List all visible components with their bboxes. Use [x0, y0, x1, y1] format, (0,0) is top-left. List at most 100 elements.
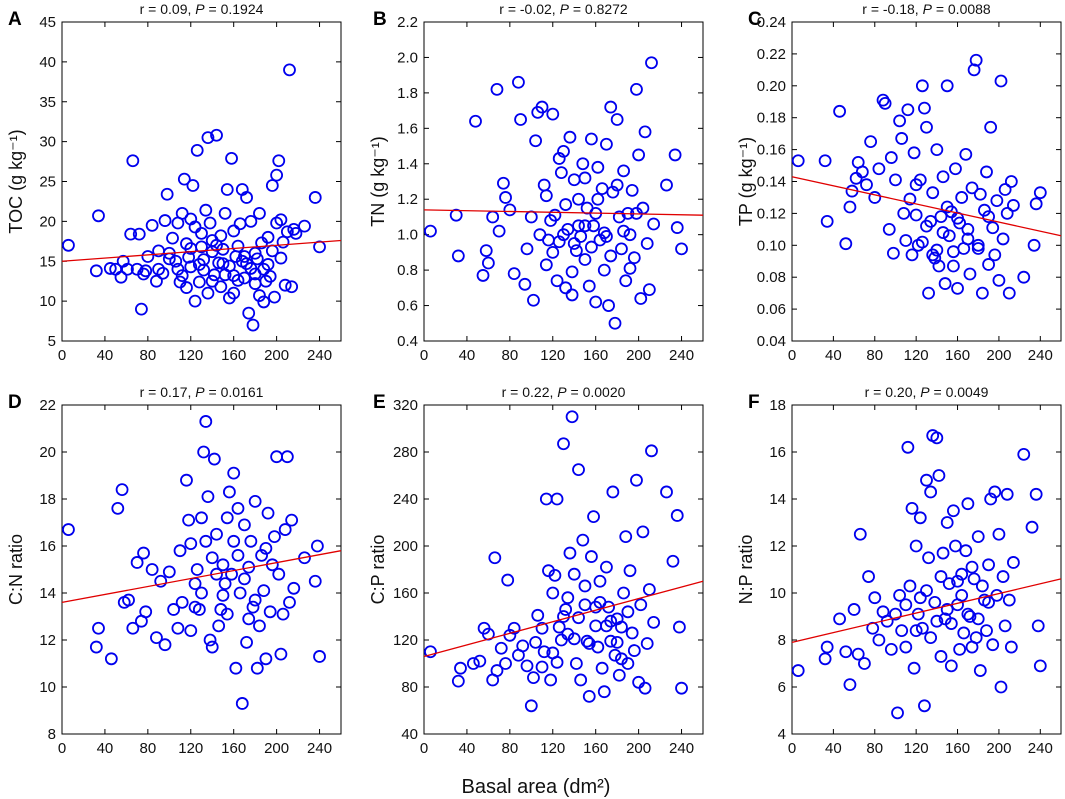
- data-point: [283, 596, 296, 609]
- data-point: [476, 269, 490, 282]
- data-point: [1007, 556, 1020, 569]
- data-point: [951, 574, 964, 588]
- data-point: [936, 226, 950, 239]
- data-point: [246, 318, 260, 332]
- data-point: [240, 191, 253, 204]
- data-point: [1029, 487, 1043, 501]
- data-point: [1002, 593, 1016, 607]
- data-point: [313, 240, 326, 254]
- x-tick-label: 120: [904, 347, 929, 364]
- data-point: [160, 187, 174, 201]
- data-point: [1027, 238, 1041, 252]
- data-point: [203, 633, 217, 647]
- data-point: [940, 200, 954, 214]
- data-point: [884, 151, 898, 164]
- panel-letter: F: [748, 392, 760, 413]
- data-point: [670, 221, 684, 234]
- data-point: [963, 610, 977, 623]
- data-point: [285, 513, 299, 527]
- data-point: [238, 518, 251, 532]
- data-point: [965, 181, 979, 195]
- data-point: [216, 257, 230, 271]
- data-point: [938, 277, 952, 290]
- data-point: [632, 148, 646, 162]
- data-point: [227, 269, 241, 283]
- data-point: [524, 699, 538, 713]
- data-point: [602, 299, 615, 312]
- data-point: [967, 572, 981, 586]
- data-point: [955, 191, 969, 204]
- data-point: [907, 661, 921, 675]
- y-axis-title: TN (g kg⁻¹): [368, 136, 388, 227]
- data-point: [627, 644, 641, 657]
- data-point: [130, 556, 144, 569]
- data-point: [259, 652, 273, 666]
- data-point: [959, 147, 973, 161]
- data-point: [559, 198, 573, 211]
- data-point: [642, 583, 656, 596]
- plot-frame: [423, 21, 704, 342]
- data-point: [205, 551, 219, 565]
- data-point: [924, 485, 938, 499]
- data-point: [638, 681, 652, 695]
- data-point: [936, 170, 950, 184]
- data-point: [268, 290, 281, 304]
- data-point: [201, 490, 215, 504]
- data-point: [154, 574, 168, 588]
- data-point: [608, 316, 622, 330]
- data-point: [248, 494, 262, 508]
- x-tick-label: 160: [221, 740, 246, 757]
- data-point: [930, 143, 944, 157]
- y-axis-title: C:N ratio: [6, 534, 26, 605]
- x-tick-label: 160: [221, 347, 246, 364]
- data-point: [668, 148, 682, 162]
- y-tick-label: 0.06: [757, 301, 786, 318]
- y-tick-label: 45: [39, 14, 56, 31]
- data-point: [1029, 197, 1043, 211]
- data-point: [238, 572, 251, 586]
- data-point: [557, 437, 570, 451]
- data-point: [984, 120, 998, 134]
- data-point: [253, 289, 266, 302]
- data-point: [158, 638, 172, 652]
- correlation-label: r = -0.02, P = 0.8272: [499, 1, 628, 17]
- data-point: [934, 570, 948, 583]
- data-point: [190, 563, 204, 576]
- data-point: [550, 655, 564, 669]
- data-point: [503, 203, 517, 217]
- data-point: [1025, 520, 1039, 534]
- x-tick-label: 40: [97, 347, 114, 364]
- data-point: [660, 178, 673, 192]
- data-point: [994, 680, 1008, 694]
- y-axis-title: TOC (g kg⁻¹): [6, 129, 26, 233]
- data-point: [274, 647, 288, 661]
- data-point: [298, 219, 311, 233]
- x-tick-label: 240: [307, 347, 332, 364]
- data-point: [645, 56, 658, 70]
- y-tick-label: 160: [393, 585, 418, 602]
- data-point: [623, 261, 637, 275]
- data-point: [818, 154, 832, 168]
- data-point: [182, 513, 196, 527]
- data-point: [909, 208, 923, 222]
- data-point: [934, 210, 948, 223]
- data-point: [158, 214, 172, 227]
- data-point: [126, 154, 140, 168]
- x-tick-label: 40: [97, 740, 114, 757]
- y-tick-label: 0.8: [397, 262, 418, 279]
- data-point: [516, 639, 530, 653]
- data-point: [965, 560, 979, 574]
- x-tick-label: 0: [420, 347, 428, 364]
- data-point: [499, 657, 512, 670]
- data-point: [606, 185, 620, 199]
- data-point: [595, 661, 609, 675]
- y-axis-title: C:P ratio: [368, 535, 388, 605]
- data-point: [675, 681, 688, 695]
- data-point: [961, 497, 975, 511]
- data-point: [244, 534, 258, 548]
- data-point: [280, 450, 294, 464]
- data-point: [961, 607, 975, 621]
- data-point: [486, 210, 500, 224]
- data-point: [988, 248, 1002, 262]
